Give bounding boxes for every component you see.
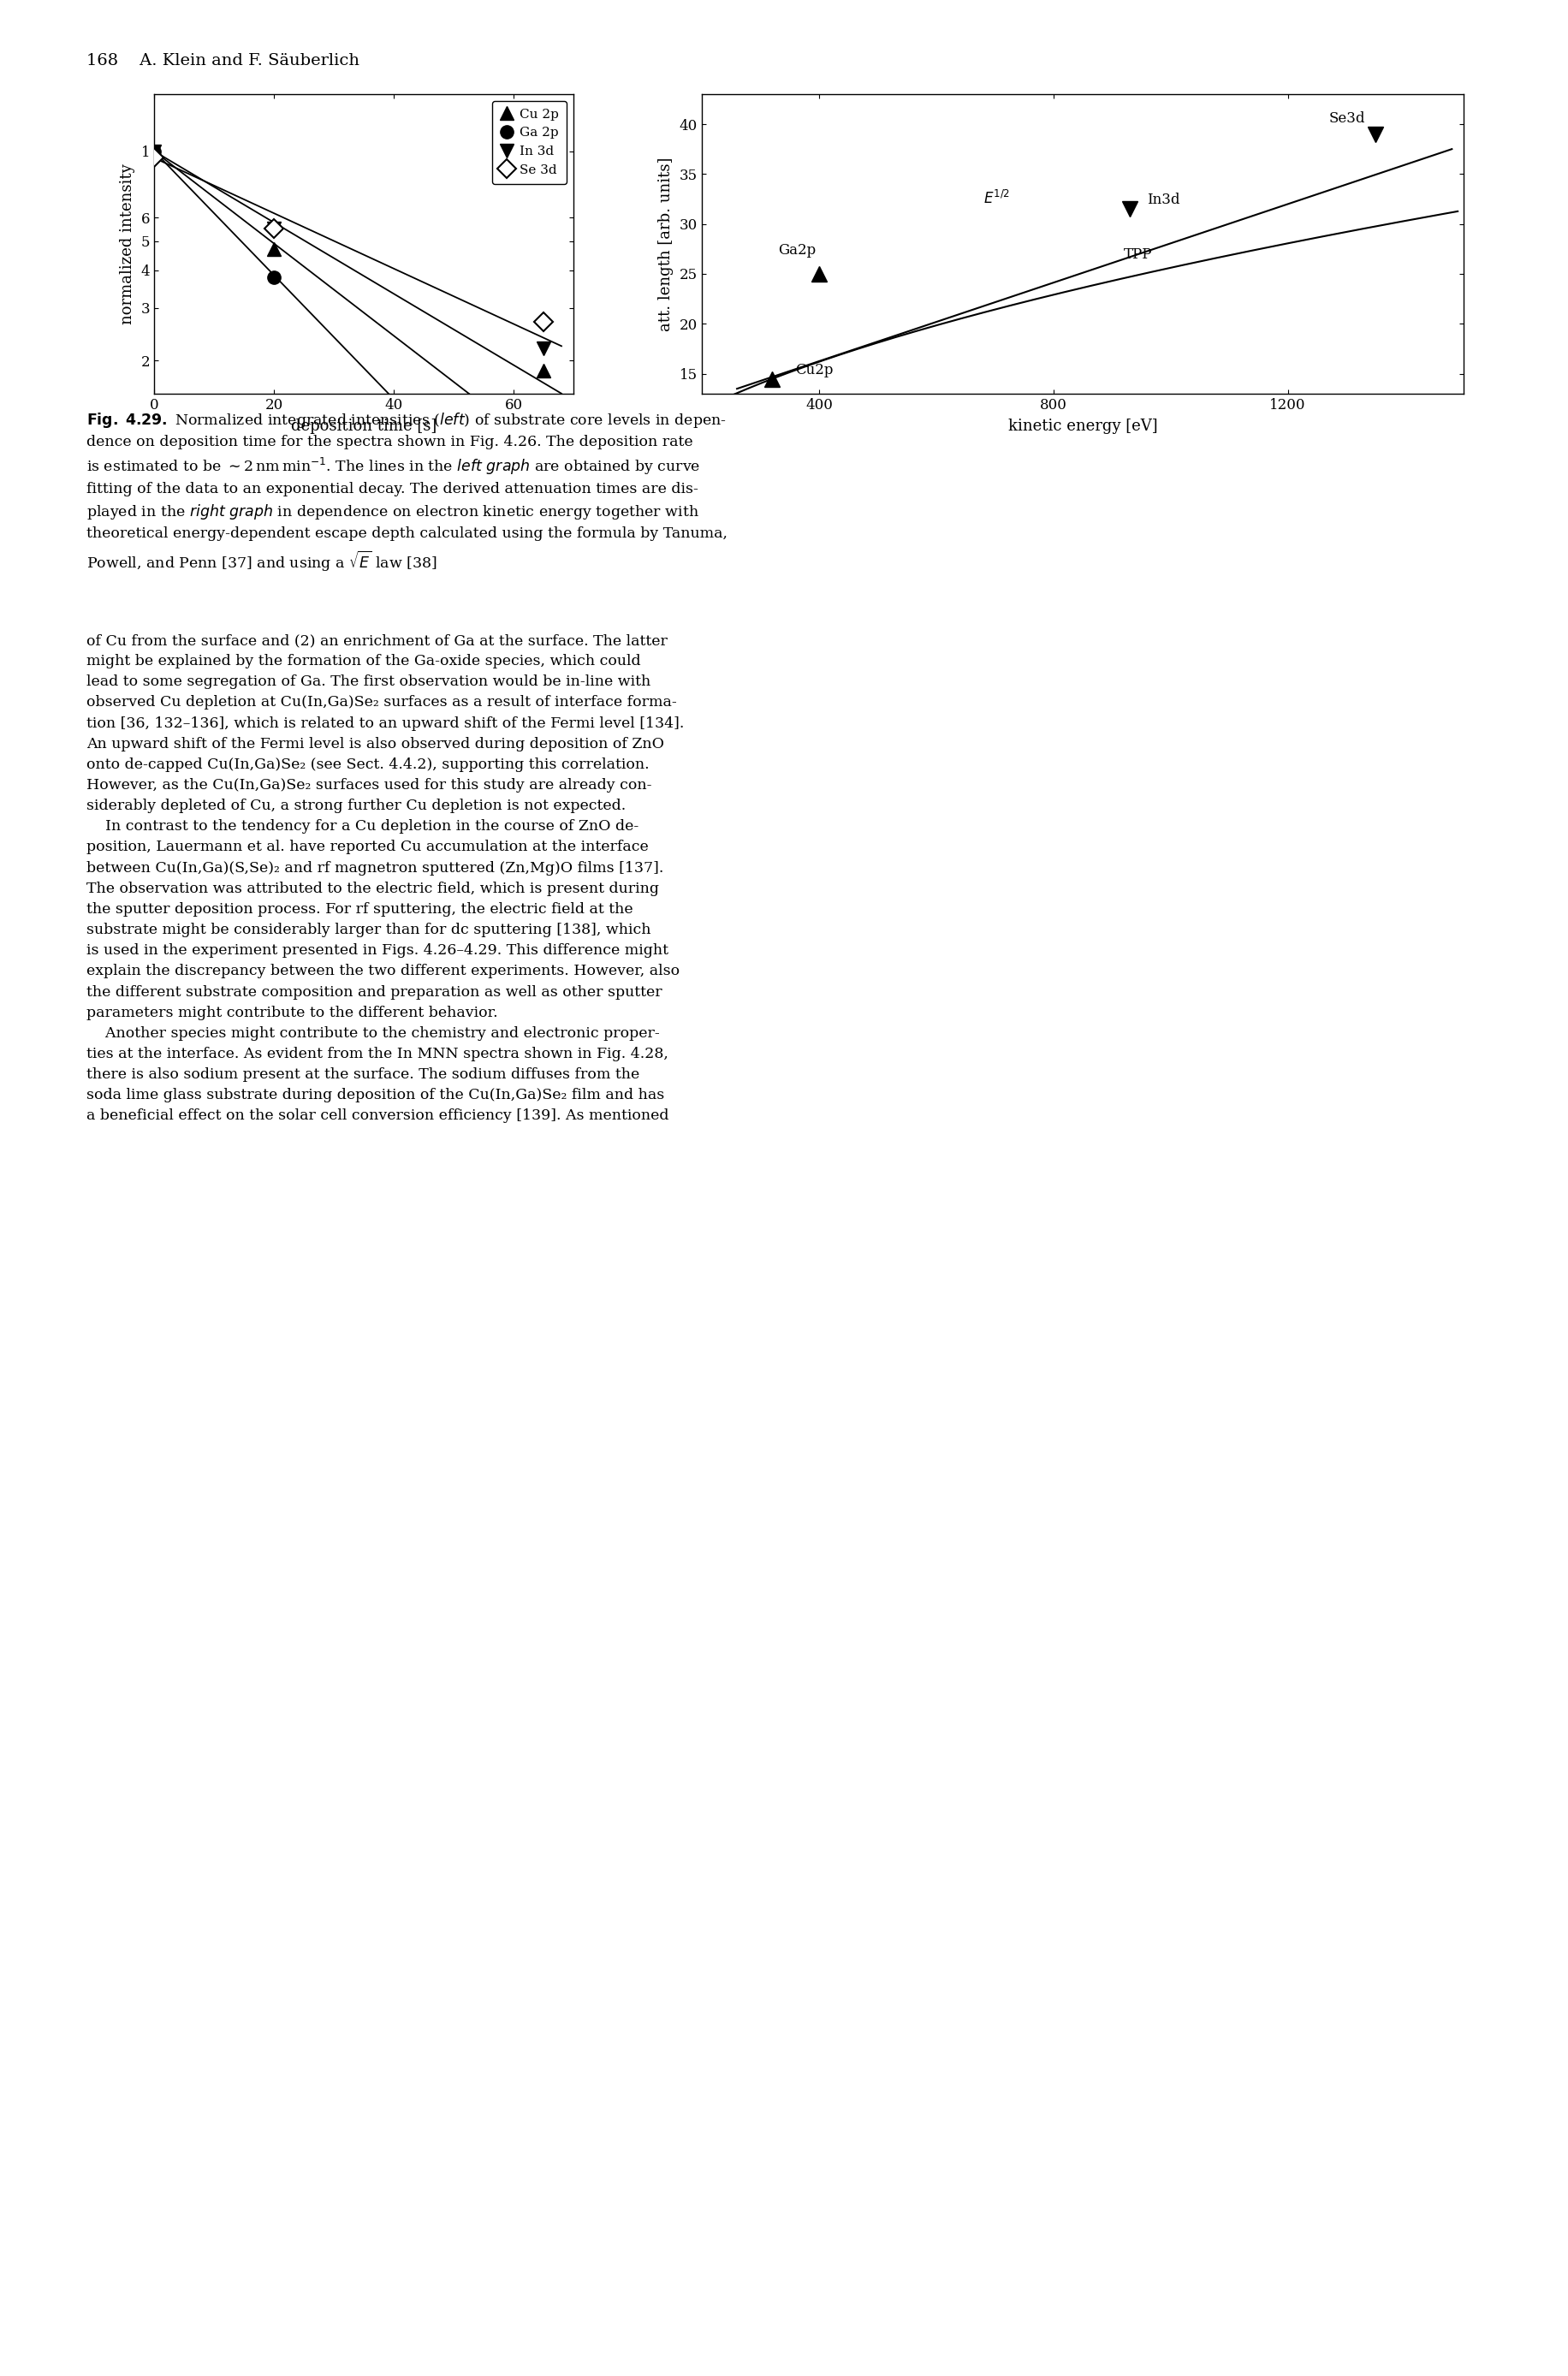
Text: Se3d: Se3d bbox=[1328, 112, 1366, 126]
Text: $E^{1/2}$: $E^{1/2}$ bbox=[983, 190, 1010, 207]
Text: 168    A. Klein and F. Säuberlich: 168 A. Klein and F. Säuberlich bbox=[86, 52, 359, 69]
Legend: Cu 2p, Ga 2p, In 3d, Se 3d: Cu 2p, Ga 2p, In 3d, Se 3d bbox=[492, 100, 568, 183]
Text: Ga2p: Ga2p bbox=[778, 242, 815, 257]
Text: In3d: In3d bbox=[1148, 192, 1181, 207]
Text: $\mathbf{Fig.\ 4.29.}$ Normalized integrated intensities ($\mathit{left}$) of su: $\mathbf{Fig.\ 4.29.}$ Normalized integr… bbox=[86, 411, 728, 573]
Text: Cu2p: Cu2p bbox=[795, 364, 834, 378]
Text: TPP: TPP bbox=[1124, 247, 1152, 261]
X-axis label: deposition time [s]: deposition time [s] bbox=[292, 418, 436, 435]
Text: of Cu from the surface and (2) an enrichment of Ga at the surface. The latter
mi: of Cu from the surface and (2) an enrich… bbox=[86, 634, 684, 1124]
Y-axis label: normalized intensity: normalized intensity bbox=[119, 164, 135, 323]
X-axis label: kinetic energy [eV]: kinetic energy [eV] bbox=[1008, 418, 1157, 435]
Y-axis label: att. length [arb. units]: att. length [arb. units] bbox=[659, 157, 674, 330]
